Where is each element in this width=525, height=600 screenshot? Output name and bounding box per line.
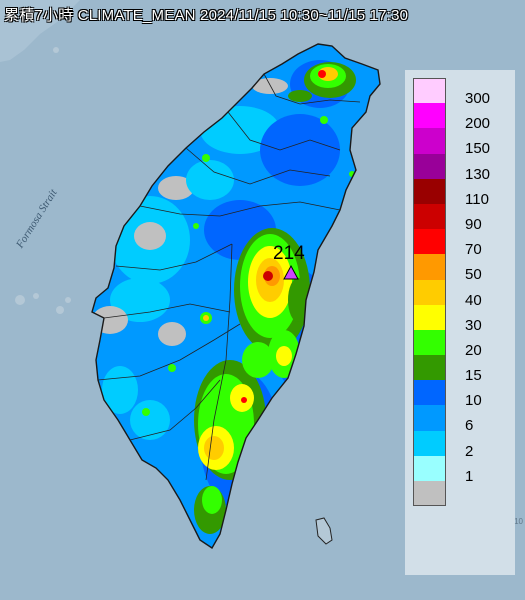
- legend-label: 6: [465, 417, 474, 435]
- legend-row: 200: [413, 103, 515, 132]
- legend-label: 1: [465, 467, 474, 485]
- peak-value-label: 214: [273, 243, 305, 264]
- legend-swatch: [413, 254, 446, 280]
- legend-label: 90: [465, 215, 482, 233]
- legend-label: 10: [465, 392, 482, 410]
- legend-swatch: [413, 355, 446, 381]
- map-title: 累積7小時 CLIMATE_MEAN 2024/11/15 10:30~11/1…: [4, 7, 409, 24]
- legend-swatch: [413, 229, 446, 255]
- legend-row: 30: [413, 304, 515, 334]
- china-coast: [0, 0, 80, 62]
- legend-label: 15: [465, 367, 482, 385]
- legend-row: 90: [413, 203, 515, 233]
- legend-swatch: [413, 430, 446, 456]
- eastern-islands: [315, 517, 333, 545]
- peak-marker-icon: [283, 264, 299, 280]
- legend-swatch: [413, 380, 446, 406]
- legend-swatch: [413, 128, 446, 154]
- legend-swatch: [413, 279, 446, 305]
- legend-row: 1: [413, 455, 515, 485]
- legend-row: [413, 481, 515, 507]
- legend-label: 150: [465, 140, 491, 158]
- legend-row: 300: [413, 78, 515, 107]
- legend-label: 30: [465, 316, 482, 334]
- corner-note: 10: [514, 517, 523, 526]
- legend-swatch: [413, 203, 446, 230]
- legend-row: 50: [413, 254, 515, 283]
- rainfall-legend: 300 200 150 130 110 90 70 50 40 30 20 15 10 6 2 1: [413, 78, 515, 507]
- legend-swatch: [413, 78, 446, 104]
- legend-swatch: [413, 405, 446, 431]
- legend-row: 130: [413, 153, 515, 183]
- legend-row: 40: [413, 279, 515, 309]
- legend-label: 200: [465, 115, 491, 133]
- legend-row: 70: [413, 229, 515, 258]
- legend-row: 20: [413, 329, 515, 359]
- legend-swatch: [413, 481, 446, 507]
- legend-row: 15: [413, 355, 515, 384]
- legend-label: 2: [465, 442, 474, 460]
- legend-swatch: [413, 455, 446, 481]
- legend-row: 10: [413, 380, 515, 409]
- legend-swatch: [413, 153, 446, 179]
- legend-label: 110: [465, 190, 489, 208]
- legend-row: 110: [413, 178, 515, 208]
- legend-label: 40: [465, 291, 482, 309]
- legend-label: 70: [465, 241, 482, 259]
- legend-swatch: [413, 178, 446, 204]
- legend-row: 6: [413, 405, 515, 434]
- legend-row: 150: [413, 128, 515, 157]
- taiwan-coastline: [91, 43, 381, 549]
- county-boundaries: [97, 73, 361, 481]
- legend-label: 50: [465, 266, 482, 284]
- legend-label: 130: [465, 165, 491, 183]
- legend-row: 2: [413, 430, 515, 460]
- offshore-islands: [15, 10, 71, 314]
- legend-swatch: [413, 103, 446, 129]
- legend-swatch: [413, 304, 446, 330]
- legend-label: 20: [465, 341, 482, 359]
- legend-label: 300: [465, 90, 491, 107]
- legend-swatch: [413, 329, 446, 356]
